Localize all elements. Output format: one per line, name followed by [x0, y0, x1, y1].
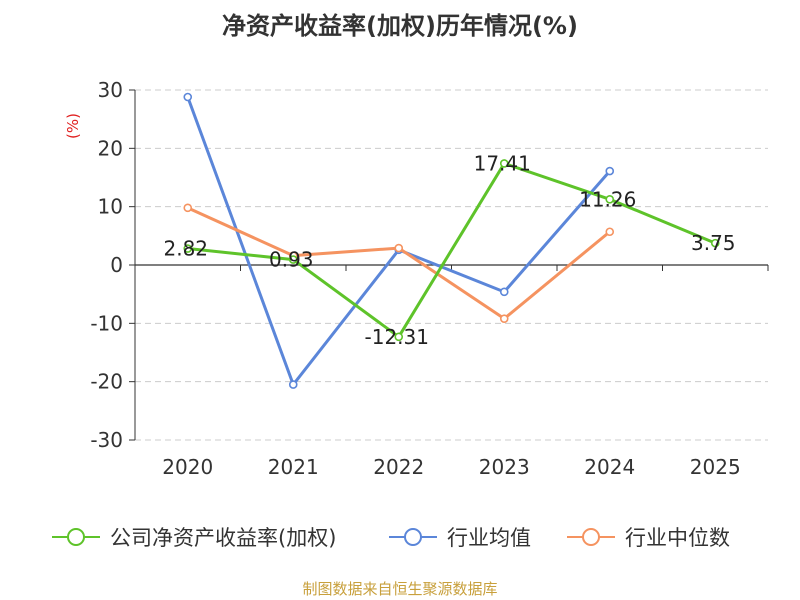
chart-title: 净资产收益率(加权)历年情况(%) — [222, 12, 578, 40]
data-point — [499, 287, 509, 297]
data-label: -12.31 — [365, 325, 429, 349]
data-point — [605, 166, 615, 176]
data-point — [605, 227, 615, 237]
data-point — [605, 195, 615, 204]
y-tick-label: -10 — [90, 311, 123, 335]
data-point — [394, 243, 404, 253]
data-label: 11.26 — [579, 187, 636, 211]
legend-label: 行业均值 — [447, 526, 531, 550]
x-tick-label: 2024 — [584, 455, 635, 479]
series-line — [187, 206, 611, 321]
y-tick-label: 30 — [98, 78, 123, 102]
data-label: 17.41 — [474, 151, 531, 175]
x-tick-label: 2023 — [479, 455, 530, 479]
data-label: 2.82 — [163, 237, 208, 261]
legend-marker — [582, 528, 600, 546]
x-tick-label: 2022 — [373, 455, 424, 479]
grid-lines — [135, 89, 768, 441]
legend-label: 行业中位数 — [625, 526, 730, 550]
data-point — [183, 244, 193, 253]
data-point — [710, 238, 720, 248]
data-point — [499, 314, 509, 323]
x-tick-label: 2020 — [162, 455, 213, 479]
y-tick-label: 20 — [98, 136, 123, 160]
data-point — [499, 159, 509, 168]
legend-label: 公司净资产收益率(加权) — [110, 526, 336, 550]
data-point — [288, 255, 298, 264]
data-label: 0.93 — [269, 248, 314, 272]
source-note: 制图数据来自恒生聚源数据库 — [302, 580, 498, 598]
x-tick-label: 2021 — [268, 455, 319, 479]
y-tick-label: 10 — [98, 195, 123, 219]
y-tick-label: 0 — [110, 253, 123, 277]
data-point — [394, 332, 404, 342]
series-group — [183, 92, 720, 389]
data-labels: 2.82 0.93 -12.31 17.41 11.26 3.75 — [163, 151, 735, 348]
data-point — [183, 203, 193, 213]
data-label: 3.75 — [691, 231, 736, 255]
series-line — [187, 161, 716, 339]
data-point — [183, 92, 193, 102]
y-axis-label: (%) — [64, 113, 82, 139]
legend-marker — [67, 528, 85, 546]
legend: 公司净资产收益率(加权) 行业均值 行业中位数 — [52, 526, 730, 550]
x-tick-label: 2025 — [690, 455, 741, 479]
legend-marker — [404, 528, 422, 546]
y-tick-label: -20 — [90, 370, 123, 394]
y-tick-label: -30 — [90, 428, 123, 452]
axes: 30 20 10 0 -10 -20 -30 (%) 2020 2021 2022 2023 2024 2… — [64, 78, 769, 479]
data-point — [288, 380, 298, 389]
